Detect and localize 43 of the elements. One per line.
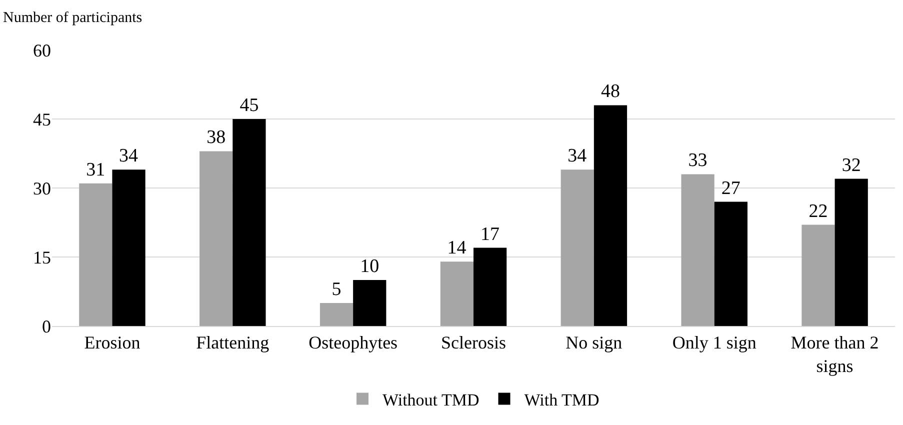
data-label: 38	[206, 127, 226, 148]
data-label: 27	[721, 178, 740, 199]
bar	[353, 280, 386, 326]
data-label: 22	[808, 200, 828, 222]
bar	[802, 224, 835, 326]
y-tick-label: 15	[33, 247, 51, 268]
bar	[474, 248, 507, 326]
x-tick-label: Erosion	[84, 332, 140, 353]
bar	[440, 262, 474, 326]
data-label: 5	[332, 279, 342, 300]
y-tick-label: 0	[42, 316, 51, 336]
data-label: 17	[480, 224, 500, 245]
x-tick-label: More than 2 signs	[790, 332, 879, 376]
data-label: 45	[240, 95, 259, 116]
x-tick-label: Osteophytes	[308, 332, 398, 353]
data-label: 32	[842, 154, 861, 176]
bar	[594, 105, 628, 326]
x-tick-label: No sign	[566, 332, 622, 353]
x-tick-label: Flattening	[196, 332, 270, 353]
bar	[681, 174, 714, 326]
x-tick-label: Sclerosis	[441, 332, 506, 353]
data-label: 10	[360, 256, 380, 277]
y-tick-label: 45	[33, 109, 51, 130]
bar	[79, 183, 112, 326]
data-label: 34	[119, 146, 139, 167]
data-label: 34	[568, 146, 588, 167]
bar	[560, 170, 594, 326]
data-label: 33	[688, 150, 708, 172]
bar	[834, 178, 868, 326]
legend-label: With TMD	[524, 390, 600, 410]
data-label: 31	[86, 159, 106, 180]
y-tick-label: 60	[33, 40, 51, 60]
data-label: 14	[447, 238, 467, 259]
y-axis-title: Number of participants	[3, 10, 142, 26]
bar	[200, 151, 233, 326]
bar	[232, 119, 266, 326]
bar	[320, 303, 354, 326]
x-tick-label: Only 1 sign	[672, 332, 756, 353]
bar	[112, 170, 146, 326]
y-tick-label: 30	[33, 178, 51, 198]
legend-label: Without TMD	[382, 390, 480, 410]
data-label: 48	[600, 81, 620, 102]
bar	[714, 202, 748, 326]
